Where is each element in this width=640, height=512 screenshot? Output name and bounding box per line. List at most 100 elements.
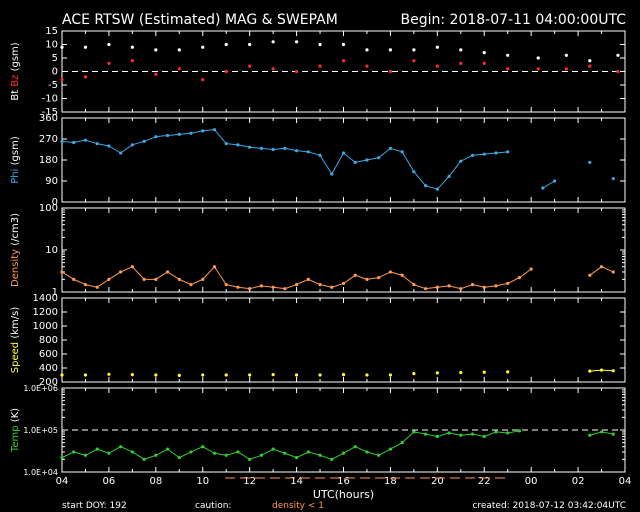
data-point xyxy=(459,61,463,65)
series-segment xyxy=(97,448,110,454)
x-tick-label: 04 xyxy=(56,476,69,487)
y-tick-label: -10 xyxy=(42,94,58,105)
y-axis-label-part: (gsm) xyxy=(10,42,21,74)
series-segment xyxy=(484,152,497,155)
series-segment xyxy=(167,271,180,280)
series-segment xyxy=(308,451,321,456)
series-segment xyxy=(366,277,379,280)
series-segment xyxy=(85,139,98,145)
series-segment xyxy=(378,448,391,456)
y-axis-label: Speed (km/s) xyxy=(10,307,21,374)
y-tick-label: 1.0E+05 xyxy=(23,426,58,435)
series-segment xyxy=(167,448,180,459)
series-segment xyxy=(190,130,203,134)
series-segment xyxy=(272,448,286,454)
series-segment xyxy=(542,180,555,189)
series-segment xyxy=(73,278,86,286)
series-segment xyxy=(143,136,157,142)
data-point xyxy=(564,67,568,71)
data-point xyxy=(482,51,486,55)
start-doy: start DOY: 192 xyxy=(62,501,127,511)
data-point xyxy=(611,369,615,373)
series-segment xyxy=(589,266,602,276)
data-point xyxy=(154,48,158,52)
series-segment xyxy=(214,266,227,285)
y-axis-label-part: Speed xyxy=(10,342,21,373)
series-segment xyxy=(296,150,309,153)
data-point xyxy=(294,149,299,153)
y-tick-label: 180 xyxy=(39,155,58,166)
series-segment xyxy=(589,431,602,436)
data-point xyxy=(224,42,228,47)
series-segment xyxy=(425,433,438,437)
data-point xyxy=(107,372,111,376)
series-segment xyxy=(73,451,86,456)
series-segment xyxy=(448,285,461,290)
data-point xyxy=(130,373,134,377)
data-point xyxy=(365,373,369,377)
series-phi xyxy=(60,128,615,191)
data-point xyxy=(564,53,568,57)
series-segment xyxy=(378,147,391,159)
data-point xyxy=(306,150,310,154)
series-segment xyxy=(484,431,497,437)
series-segment xyxy=(202,266,215,280)
data-point xyxy=(130,45,134,49)
data-point xyxy=(588,64,592,68)
data-point xyxy=(506,150,510,154)
series-segment xyxy=(308,151,321,156)
data-point xyxy=(341,42,346,47)
series-segment xyxy=(132,140,145,146)
data-point xyxy=(107,42,111,47)
x-tick-label: 02 xyxy=(572,476,585,487)
data-point xyxy=(388,48,393,52)
y-tick-label: 1.0E+04 xyxy=(23,468,58,477)
data-point xyxy=(224,373,228,377)
data-point xyxy=(482,370,486,374)
data-point xyxy=(271,67,275,71)
series-segment xyxy=(214,452,227,456)
y-axis-label-part: (/cm3) xyxy=(10,213,21,249)
series-segment xyxy=(132,266,145,280)
y-axis-label-part: Bz xyxy=(10,75,21,90)
x-tick-label: 14 xyxy=(290,476,303,487)
series-segment xyxy=(589,369,602,372)
x-tick-label: 08 xyxy=(149,476,162,487)
series-segment xyxy=(437,432,450,437)
y-tick-label: 800 xyxy=(39,335,58,346)
series-segment xyxy=(495,282,508,287)
series-segment xyxy=(179,278,192,286)
y-axis-label-part: Temp xyxy=(10,425,21,453)
data-point xyxy=(142,277,146,281)
data-point xyxy=(154,135,158,139)
series-segment xyxy=(437,285,450,288)
series-segment xyxy=(155,135,168,138)
series-density xyxy=(60,265,615,291)
y-tick-label: -15 xyxy=(42,107,58,118)
data-point xyxy=(588,160,592,164)
series-segment xyxy=(425,286,438,290)
series-segment xyxy=(425,185,438,190)
y-axis-label-part: Density xyxy=(10,249,21,287)
series-segment xyxy=(448,160,462,177)
data-point xyxy=(177,48,181,52)
series-segment xyxy=(343,274,356,284)
series-segment xyxy=(460,284,473,290)
data-point xyxy=(506,53,510,57)
series-segment xyxy=(472,153,485,156)
y-tick-label: 360 xyxy=(39,113,58,124)
series-segment xyxy=(167,133,180,136)
series-segment xyxy=(343,446,356,454)
series-segment xyxy=(601,369,614,372)
data-point xyxy=(271,373,275,377)
data-point xyxy=(60,373,64,377)
series-segment xyxy=(273,147,285,150)
series-segment xyxy=(319,454,332,460)
data-point xyxy=(412,59,416,63)
data-point xyxy=(611,432,615,436)
series-segment xyxy=(413,171,426,186)
series-segment xyxy=(495,431,508,434)
series-segment xyxy=(190,446,203,453)
series-segment xyxy=(378,271,391,279)
series-segment xyxy=(448,432,461,436)
